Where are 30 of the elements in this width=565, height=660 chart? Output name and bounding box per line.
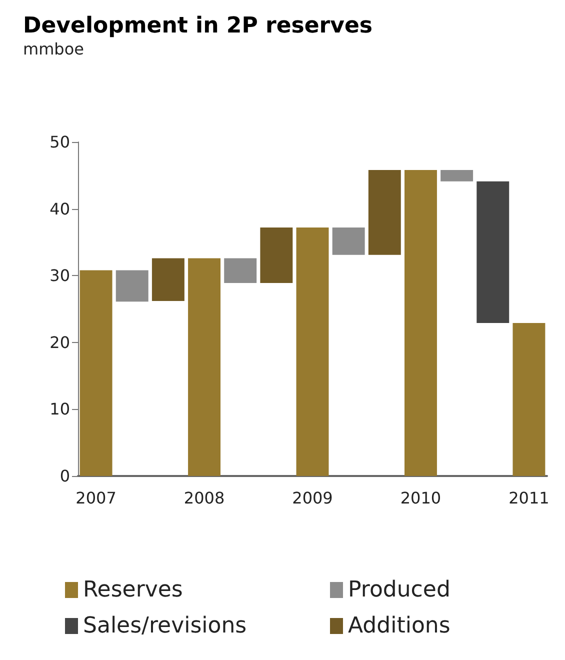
y-tick-label: 40 <box>50 199 70 218</box>
y-tick-label: 0 <box>60 466 70 486</box>
bar <box>116 270 148 302</box>
legend-label: Sales/revisions <box>83 614 247 638</box>
legend-label: Reserves <box>83 578 183 602</box>
bar <box>296 228 329 476</box>
x-tick-label: 2007 <box>76 488 116 508</box>
bar <box>80 270 112 476</box>
x-tick-label: 2010 <box>400 488 442 508</box>
bar <box>512 323 546 476</box>
bar <box>224 258 257 283</box>
bar <box>440 170 474 182</box>
x-tick-label: 2008 <box>184 488 225 508</box>
bar <box>368 170 401 255</box>
legend-label: Additions <box>348 614 450 638</box>
y-tick-label: 20 <box>50 332 70 352</box>
bar <box>188 258 221 476</box>
bar <box>260 228 293 283</box>
y-tick-label: 10 <box>50 400 70 419</box>
bar <box>152 258 184 301</box>
chart-subtitle: mmboe <box>23 40 84 58</box>
y-tick-label: 50 <box>50 132 70 152</box>
bar <box>332 228 365 255</box>
bar <box>476 181 510 324</box>
x-tick-label: 2009 <box>292 488 333 508</box>
legend-label: Produced <box>348 578 450 602</box>
y-tick-label: 30 <box>50 266 70 286</box>
bar <box>404 170 437 476</box>
x-tick-label: 2011 <box>508 488 550 508</box>
chart-title: Development in 2P reserves <box>23 14 372 38</box>
